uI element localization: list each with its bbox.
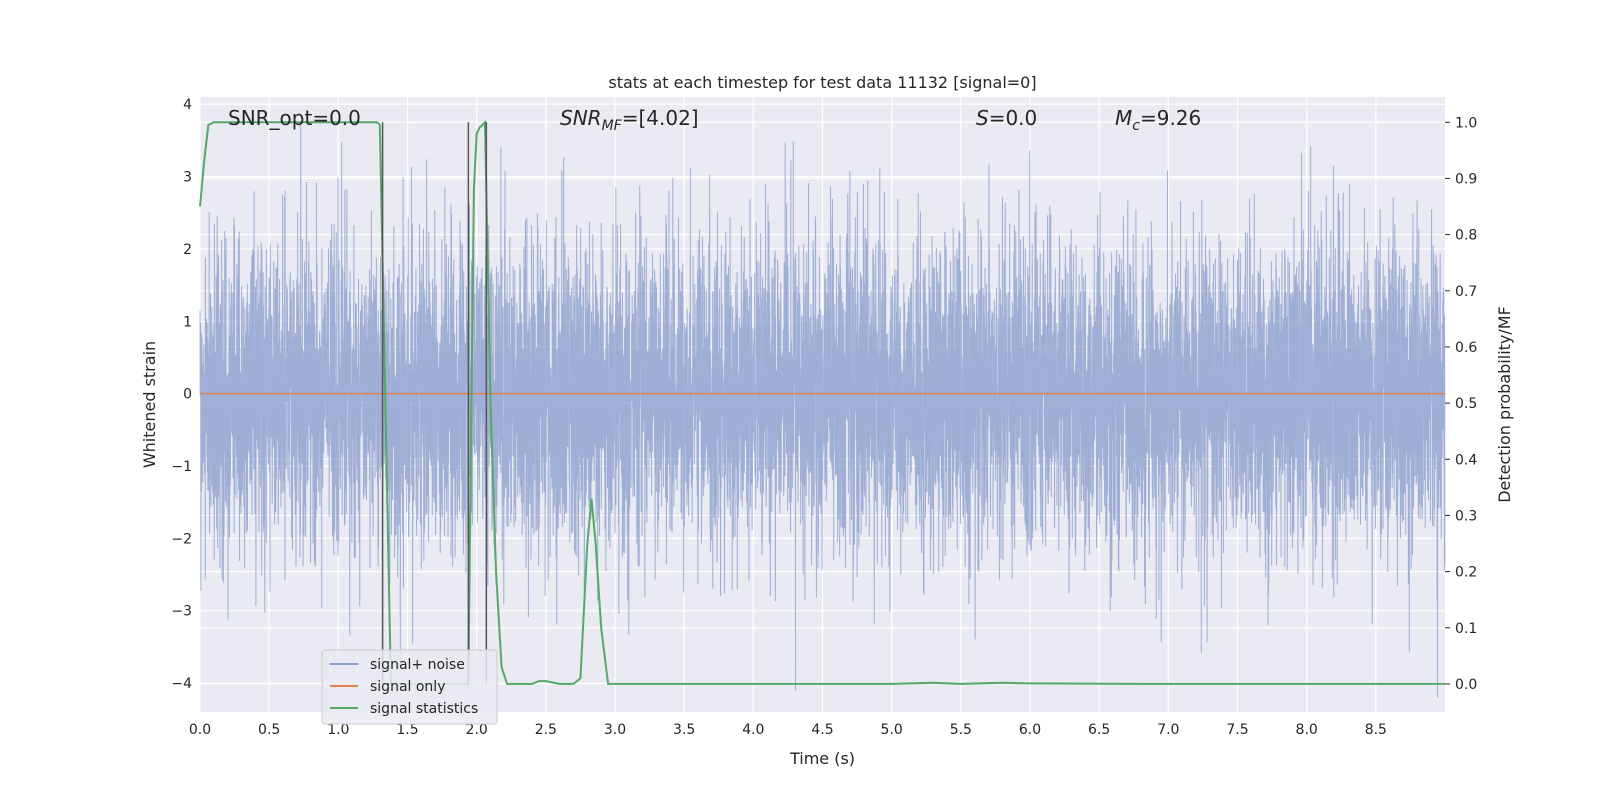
y-tick-label-left: 2	[183, 242, 192, 258]
y-axis-label-right: Detection probability/MF	[1495, 306, 1514, 503]
annotation-mc: Mc=9.26	[1115, 106, 1201, 134]
annotation-snr-mf: SNRMF=[4.02]	[560, 106, 699, 134]
y-tick-label-right: 0.6	[1455, 340, 1477, 356]
annotation-snr-opt: SNR_opt=0.0	[228, 106, 361, 130]
x-tick-label: 2.0	[466, 722, 488, 738]
y-tick-label-right: 0.2	[1455, 565, 1477, 581]
chart-title: stats at each timestep for test data 111…	[608, 73, 1036, 92]
annotation-mc-value: =9.26	[1140, 106, 1201, 130]
annotation-snr-mf-sub: MF	[602, 118, 623, 134]
x-tick-label: 5.5	[950, 722, 972, 738]
y-tick-label-left: 1	[183, 314, 192, 330]
y-tick-label-left: 3	[183, 170, 192, 186]
legend-label-signal-only: signal only	[370, 679, 445, 695]
y-tick-label-left: −4	[171, 676, 192, 692]
legend-label-signal-statistics: signal statistics	[370, 701, 478, 717]
x-tick-label: 4.5	[811, 722, 833, 738]
y-tick-label-right: 0.7	[1455, 284, 1477, 300]
annotation-mc-sub: c	[1132, 118, 1140, 134]
series-lines	[199, 119, 1445, 685]
y-tick-label-right: 0.9	[1455, 171, 1477, 187]
x-tick-label: 8.0	[1296, 722, 1318, 738]
series-line-signal-statistics	[199, 119, 1445, 685]
x-tick-label: 0.0	[189, 722, 211, 738]
legend: signal+ noise signal only signal statist…	[321, 649, 498, 725]
vertical-marker-lines	[381, 122, 488, 684]
x-tick-label: 4.0	[742, 722, 764, 738]
annotation-s-value: =0.0	[989, 106, 1038, 130]
x-tick-label: 6.5	[1088, 722, 1110, 738]
annotation-s: S=0.0	[976, 106, 1037, 130]
y-axis-label-left: Whitened strain	[140, 341, 159, 468]
x-tick-label: 7.0	[1157, 722, 1179, 738]
y-tick-label-left: −3	[171, 604, 192, 620]
x-tick-label: 8.5	[1365, 722, 1387, 738]
x-tick-label: 1.0	[327, 722, 349, 738]
y-tick-label-right: 0.1	[1455, 621, 1477, 637]
annotation-snr-mf-value: =[4.02]	[622, 106, 699, 130]
y-tick-label-right: 0.5	[1455, 396, 1477, 412]
y-tick-label-right: 1.0	[1455, 115, 1477, 131]
x-tick-label: 1.5	[396, 722, 418, 738]
x-tick-label: 2.5	[535, 722, 557, 738]
legend-box	[321, 649, 498, 725]
x-axis-label: Time (s)	[789, 749, 855, 768]
x-tick-label: 5.0	[881, 722, 903, 738]
y-tick-label-left: 0	[183, 387, 192, 403]
annotation-mc-main: M	[1115, 106, 1132, 130]
annotation-s-main: S	[976, 106, 989, 130]
y-tick-label-right: 0.3	[1455, 508, 1477, 524]
x-tick-label: 6.0	[1019, 722, 1041, 738]
annotation-snr-mf-main: SNR	[560, 106, 602, 130]
x-tick-label: 7.5	[1226, 722, 1248, 738]
y-tick-label-right: 0.4	[1455, 452, 1477, 468]
x-tick-label: 3.5	[673, 722, 695, 738]
y-tick-label-left: −2	[171, 531, 192, 547]
y-tick-label-left: 4	[183, 97, 192, 113]
x-tick-label: 3.0	[604, 722, 626, 738]
tick-labels: 0.0 0.5 1.0 1.5 2.0 2.5 3.0 3.5 4.0 4.5 5.0 5.5 6.0 6…	[171, 97, 1477, 738]
x-tick-label: 0.5	[258, 722, 280, 738]
y-tick-label-right: 0.0	[1455, 677, 1477, 693]
y-tick-label-right: 0.8	[1455, 228, 1477, 244]
y-tick-label-left: −1	[171, 459, 192, 475]
legend-label-signal-noise: signal+ noise	[370, 657, 465, 673]
